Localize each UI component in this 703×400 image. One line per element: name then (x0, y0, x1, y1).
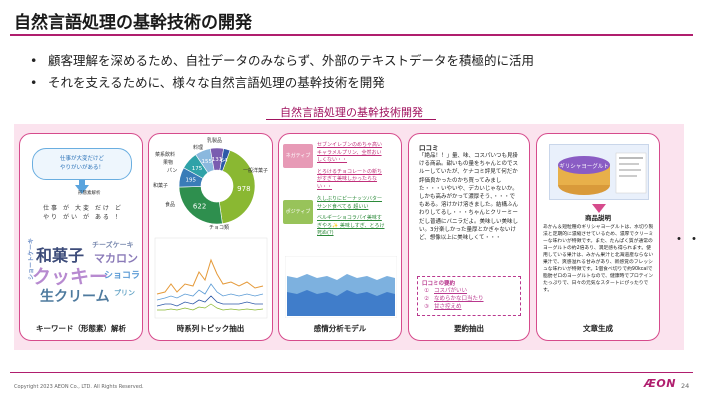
card-text-generation: ギリシャヨーグルト 商品説明 あかん＆短粒種のギリシャヨーグルトは、水切り製法と… (536, 133, 660, 341)
product-image: ギリシャヨーグルト (549, 144, 649, 200)
outer-label: パン (167, 168, 177, 174)
positive-text-item: ベルギーショコラパイ美味すぎやろ✨ 美味しすぎ、とろけ死ぬ(?) (317, 215, 385, 236)
section-divider (266, 119, 436, 120)
product-description: あかん＆短粒種のギリシャヨーグルトは、水切り製法と定期的に濃縮させているため、濃… (543, 225, 654, 293)
arrow-down-icon (592, 204, 606, 213)
cloud-word: マカロン (94, 252, 138, 265)
outer-label: 和菓子 (153, 182, 168, 189)
donut-slice (219, 148, 231, 172)
summary-box: 口コミの要約 ① コスパがいい ② なめらかな口当たり ③ 甘さ控えめ (417, 276, 521, 316)
donut-value-label: 978 (237, 185, 250, 193)
summary-title: 口コミの要約 (422, 281, 456, 287)
cloud-word: チーズケーキ (92, 241, 134, 249)
review-body: 「絶品！！」量、味、コスパいつも見掛ける商品。甜いもの量をちゃんとのでスルーして… (419, 153, 519, 242)
word-cloud: ショートケーキ 和菓子 チーズケーキ マカロン クッキー ショコラ 生クリーム … (24, 236, 142, 314)
review-heading: 口コミ (419, 144, 439, 152)
outer-label: 乳製品 (207, 137, 222, 144)
summary-text: なめらかな口当たり (434, 296, 484, 302)
donut-value-label: 131 (212, 157, 223, 163)
arrow-down-icon (79, 180, 85, 186)
page-number: 24 (681, 382, 690, 390)
copyright-text: Copyright 2023 AEON Co., LTD. All Rights… (14, 384, 144, 390)
positive-label: ポジティブ (283, 200, 313, 224)
donut-slice (218, 149, 256, 224)
cloud-word: 生クリーム (40, 289, 110, 305)
card-summary-extraction: 口コミ 「絶品！！」量、味、コスパいつも見掛ける商品。甜いもの量をちゃんとのでス… (408, 133, 530, 341)
negative-text: セブンイレブンのめちゃ高いキャラメルプリン、全然おいしくない・・ とろけるチョコ… (317, 142, 385, 191)
morph-line: 仕 事 が 大 変 だ け ど (43, 205, 121, 212)
bullet-item: それを支えるために、様々な自然言語処理の基幹技術を開発 (30, 72, 534, 94)
bullet-list: 顧客理解を深めるため、自社データのみならず、外部のテキストデータを積極的に活用 … (30, 50, 534, 94)
footer-divider (10, 372, 693, 373)
more-ellipsis: ・・・ (672, 232, 703, 248)
bullet-item: 顧客理解を深めるため、自社データのみならず、外部のテキストデータを積極的に活用 (30, 50, 534, 72)
card-label: 要約抽出 (454, 324, 484, 333)
donut-value-label: 64 (221, 158, 228, 164)
outer-labels: 乳製品 料理 菜系飲料 果物 パン 和菓子 食品 チョコ類 一般洋菓子 (153, 137, 268, 231)
summary-text: コスパがいい (434, 288, 468, 294)
cloud-word: プリン (114, 289, 135, 297)
cloud-word: ショコラ (104, 271, 141, 281)
cloud-word: 和菓子 (36, 246, 85, 265)
cloud-word: クッキー (32, 266, 109, 288)
morph-line: や り が い が あ る ！ (43, 214, 121, 221)
card-label: キーワード（形態素）解析 (36, 324, 126, 333)
card-topic-extraction: 978 622 195 175 155 131 64 乳製品 料理 菜系飲料 果物 パン 和… (148, 133, 273, 341)
negative-text-item: とろけるチョコレートの新ちがすぎて美味しかったらない・・ (317, 168, 383, 190)
card-sentiment-analysis: ネガティブ セブンイレブンのめちゃ高いキャラメルプリン、全然おいしくない・・ と… (278, 133, 402, 341)
outer-label: 果物 (163, 159, 173, 166)
negative-text-item: セブンイレブンのめちゃ高いキャラメルプリン、全然おいしくない・・ (317, 142, 383, 163)
summary-item: ② なめらかな口当たり (418, 295, 520, 303)
summary-num: ③ (424, 304, 429, 310)
summary-text: 甘さ控えめ (434, 304, 462, 310)
donut-value-label: 195 (185, 178, 196, 184)
sentiment-area-chart (285, 256, 397, 318)
slide-title: 自然言語処理の基幹技術の開発 (14, 13, 252, 33)
summary-num: ② (424, 296, 429, 302)
speech-bubble: 仕事が大変だけど やりがいがある！ (32, 148, 132, 180)
card-label: 感情分析モデル (313, 324, 367, 333)
outer-label: 料理 (193, 144, 203, 151)
positive-text: 久しぶりにピーナッツバターサンド食べてる 超いい ベルギーショコラパイ美味すぎや… (317, 196, 385, 238)
outer-label: 食品 (165, 201, 175, 208)
donut-value-label: 175 (192, 166, 203, 172)
section-title: 自然言語処理の基幹技術開発 (280, 106, 423, 119)
donut-value-label: 155 (202, 159, 213, 165)
positive-text-item: 久しぶりにピーナッツバターサンド食べてる 超いい (317, 196, 383, 210)
yogurt-cup-icon: ギリシャヨーグルト (558, 152, 647, 195)
donut-value-label: 622 (193, 203, 206, 211)
time-series-chart (154, 237, 268, 319)
arrow-down-icon (75, 185, 89, 194)
summary-num: ① (424, 288, 429, 294)
summary-item: ③ 甘さ控えめ (418, 303, 520, 311)
card-label: 文章生成 (583, 324, 613, 333)
morph-label: 形態素解析 (78, 191, 101, 196)
card-label: 時系列トピック抽出 (176, 324, 245, 333)
title-divider (10, 34, 693, 36)
outer-label: 一般洋菓子 (243, 167, 268, 174)
morph-result: 仕 事 が 大 変 だ け ど や り が い が あ る ！ (32, 204, 132, 222)
outer-label: チョコ類 (209, 224, 229, 231)
aeon-logo: ÆON (644, 377, 676, 390)
negative-label: ネガティブ (283, 144, 313, 168)
card-keyword-analysis: 仕事が大変だけど やりがいがある！ 形態素解析 仕 事 が 大 変 だ け ど … (19, 133, 143, 341)
product-name: ギリシャヨーグルト (559, 162, 609, 170)
summary-item: ① コスパがいい (418, 287, 520, 295)
description-label: 商品説明 (585, 214, 611, 222)
outer-label: 菜系飲料 (155, 151, 175, 158)
